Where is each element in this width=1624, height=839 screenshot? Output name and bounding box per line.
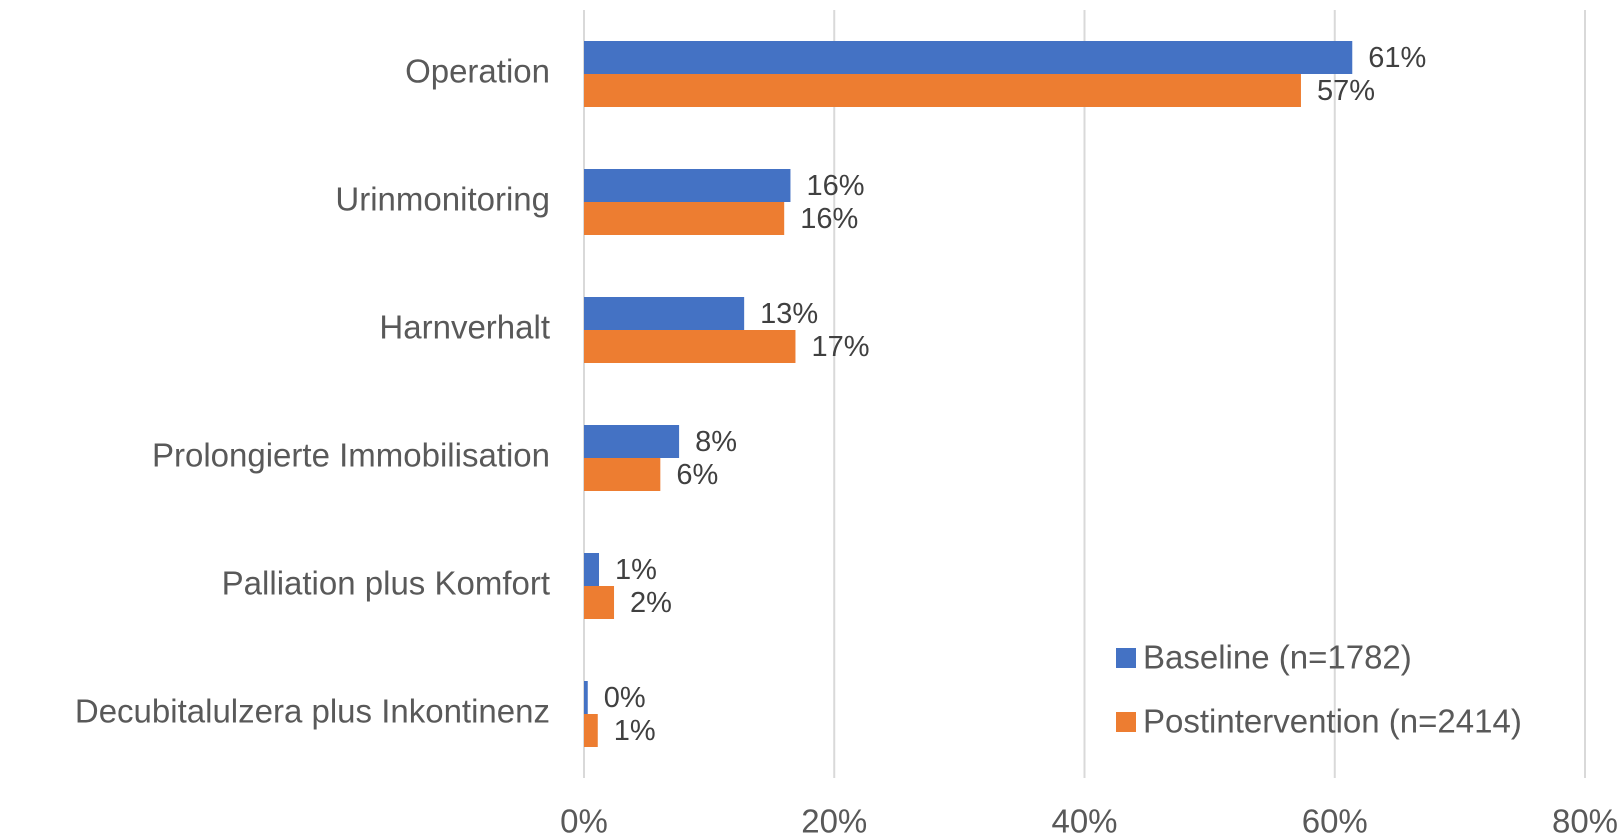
y-tick-label: Prolongierte Immobilisation [152, 437, 550, 474]
bar [584, 169, 791, 202]
x-tick-label: 60% [1302, 803, 1368, 839]
x-tick-label: 80% [1552, 803, 1618, 839]
y-tick-label: Decubitalulzera plus Inkontinenz [75, 693, 550, 730]
legend-swatch [1116, 712, 1136, 732]
data-label: 6% [676, 459, 718, 491]
data-label: 2% [630, 587, 672, 619]
data-label: 17% [811, 331, 869, 363]
bar [584, 586, 615, 619]
data-label: 61% [1368, 42, 1426, 74]
data-label: 0% [604, 682, 646, 714]
bar [584, 553, 600, 586]
legend-label: Baseline (n=1782) [1143, 639, 1412, 676]
x-tick-label: 0% [560, 803, 608, 839]
bar [584, 297, 745, 330]
bar [584, 714, 598, 747]
bar [584, 425, 680, 458]
data-label: 16% [806, 170, 864, 202]
legend-swatch [1116, 648, 1136, 668]
bar [584, 41, 1353, 74]
data-label: 57% [1317, 75, 1375, 107]
data-label: 13% [760, 298, 818, 330]
y-tick-label: Palliation plus Komfort [222, 565, 550, 602]
data-label: 16% [800, 203, 858, 235]
y-tick-label: Harnverhalt [379, 309, 550, 346]
bar [584, 458, 661, 491]
data-label: 1% [615, 554, 657, 586]
y-tick-label: Urinmonitoring [335, 181, 550, 218]
data-label: 1% [614, 715, 656, 747]
bar [584, 74, 1301, 107]
y-tick-label: Operation [405, 53, 550, 90]
bar [584, 681, 588, 714]
bar [584, 202, 785, 235]
bar [584, 330, 796, 363]
legend-label: Postintervention (n=2414) [1143, 703, 1522, 740]
x-tick-label: 20% [801, 803, 867, 839]
x-tick-label: 40% [1051, 803, 1117, 839]
data-label: 8% [695, 426, 737, 458]
